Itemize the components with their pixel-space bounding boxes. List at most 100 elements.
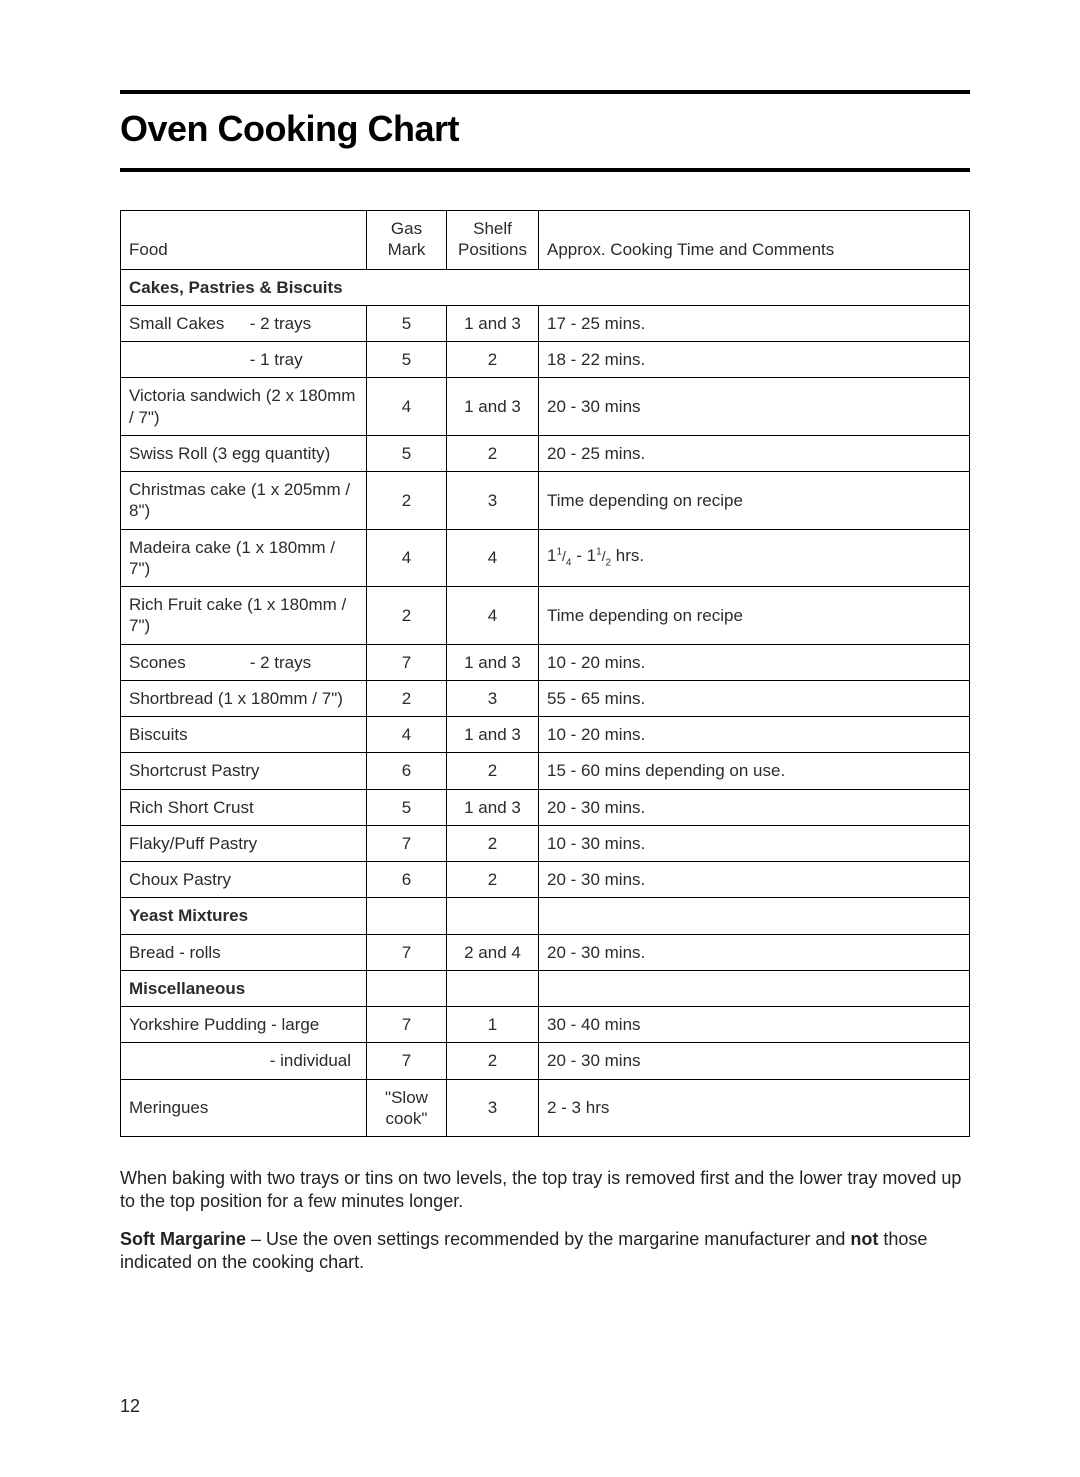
table-row: Christmas cake (1 x 205mm / 8") 2 3 Time… bbox=[121, 472, 970, 530]
shelf-cell: 1 and 3 bbox=[447, 717, 539, 753]
gas-cell: 7 bbox=[367, 1043, 447, 1079]
table-row: Shortcrust Pastry 6 2 15 - 60 mins depen… bbox=[121, 753, 970, 789]
shelf-cell: 2 bbox=[447, 825, 539, 861]
food-cell: Rich Short Crust bbox=[121, 789, 367, 825]
col-shelf-line2: Positions bbox=[458, 240, 527, 259]
title-rule-block: Oven Cooking Chart bbox=[120, 90, 970, 172]
note-soft-margarine: Soft Margarine – Use the oven settings r… bbox=[120, 1228, 970, 1273]
frac-suffix: hrs. bbox=[611, 546, 644, 565]
gas-cell: 7 bbox=[367, 644, 447, 680]
col-gas-line2: Mark bbox=[388, 240, 426, 259]
shelf-cell: 4 bbox=[447, 587, 539, 645]
col-shelf-positions: Shelf Positions bbox=[447, 211, 539, 270]
gas-cell: 6 bbox=[367, 753, 447, 789]
shelf-cell: 4 bbox=[447, 529, 539, 587]
shelf-cell: 1 and 3 bbox=[447, 644, 539, 680]
shelf-cell: 2 and 4 bbox=[447, 934, 539, 970]
food-cell: Swiss Roll (3 egg quantity) bbox=[121, 435, 367, 471]
comments-cell: 11/4 - 11/2 hrs. bbox=[539, 529, 970, 587]
frac-w2: 1 bbox=[587, 546, 596, 565]
gas-cell: 4 bbox=[367, 529, 447, 587]
empty-cell bbox=[539, 898, 970, 934]
page-title: Oven Cooking Chart bbox=[120, 108, 970, 150]
food-cell: - 1 tray bbox=[121, 342, 367, 378]
food-cell: Meringues bbox=[121, 1079, 367, 1137]
food-sub: - 1 tray bbox=[250, 349, 303, 370]
food-sub: - 2 trays bbox=[250, 313, 311, 334]
food-cell: Scones - 2 trays bbox=[121, 644, 367, 680]
gas-cell: "Slow cook" bbox=[367, 1079, 447, 1137]
section-row: Cakes, Pastries & Biscuits bbox=[121, 269, 970, 305]
food-cell: Flaky/Puff Pastry bbox=[121, 825, 367, 861]
table-row: - 1 tray 5 2 18 - 22 mins. bbox=[121, 342, 970, 378]
food-cell: Bread - rolls bbox=[121, 934, 367, 970]
empty-cell bbox=[367, 898, 447, 934]
comments-cell: 20 - 30 mins bbox=[539, 1043, 970, 1079]
shelf-cell: 1 and 3 bbox=[447, 378, 539, 436]
table-row: Rich Short Crust 5 1 and 3 20 - 30 mins. bbox=[121, 789, 970, 825]
food-cell: Yorkshire Pudding - large bbox=[121, 1007, 367, 1043]
shelf-cell: 2 bbox=[447, 753, 539, 789]
table-row: Yorkshire Pudding - large 7 1 30 - 40 mi… bbox=[121, 1007, 970, 1043]
comments-cell: 2 - 3 hrs bbox=[539, 1079, 970, 1137]
comments-cell: 20 - 30 mins bbox=[539, 378, 970, 436]
food-main: Scones bbox=[129, 652, 245, 673]
gas-cell: 6 bbox=[367, 862, 447, 898]
gas-cell: 7 bbox=[367, 934, 447, 970]
shelf-cell: 2 bbox=[447, 862, 539, 898]
note-strong-not: not bbox=[850, 1229, 878, 1249]
note-two-trays: When baking with two trays or tins on tw… bbox=[120, 1167, 970, 1212]
food-cell: Choux Pastry bbox=[121, 862, 367, 898]
frac-sep: - bbox=[571, 546, 586, 565]
shelf-cell: 2 bbox=[447, 435, 539, 471]
shelf-cell: 1 and 3 bbox=[447, 305, 539, 341]
comments-cell: 17 - 25 mins. bbox=[539, 305, 970, 341]
section-misc: Miscellaneous bbox=[121, 970, 367, 1006]
table-header-row: Food Gas Mark Shelf Positions Approx. Co… bbox=[121, 211, 970, 270]
table-row: Flaky/Puff Pastry 7 2 10 - 30 mins. bbox=[121, 825, 970, 861]
table-row: Biscuits 4 1 and 3 10 - 20 mins. bbox=[121, 717, 970, 753]
food-cell: Madeira cake (1 x 180mm / 7") bbox=[121, 529, 367, 587]
food-cell: Biscuits bbox=[121, 717, 367, 753]
section-row: Yeast Mixtures bbox=[121, 898, 970, 934]
section-row: Miscellaneous bbox=[121, 970, 970, 1006]
table-row: Choux Pastry 6 2 20 - 30 mins. bbox=[121, 862, 970, 898]
table-row: Madeira cake (1 x 180mm / 7") 4 4 11/4 -… bbox=[121, 529, 970, 587]
table-row: Rich Fruit cake (1 x 180mm / 7") 2 4 Tim… bbox=[121, 587, 970, 645]
comments-cell: 15 - 60 mins depending on use. bbox=[539, 753, 970, 789]
food-cell: - individual bbox=[121, 1043, 367, 1079]
comments-cell: 10 - 20 mins. bbox=[539, 717, 970, 753]
food-cell: Victoria sandwich (2 x 180mm / 7") bbox=[121, 378, 367, 436]
food-cell: Small Cakes - 2 trays bbox=[121, 305, 367, 341]
shelf-cell: 1 bbox=[447, 1007, 539, 1043]
shelf-cell: 2 bbox=[447, 1043, 539, 1079]
shelf-cell: 3 bbox=[447, 680, 539, 716]
gas-cell: 4 bbox=[367, 378, 447, 436]
note-strong-soft-margarine: Soft Margarine bbox=[120, 1229, 246, 1249]
empty-cell bbox=[367, 970, 447, 1006]
food-cell: Rich Fruit cake (1 x 180mm / 7") bbox=[121, 587, 367, 645]
shelf-cell: 2 bbox=[447, 342, 539, 378]
comments-cell: 20 - 30 mins. bbox=[539, 934, 970, 970]
empty-cell bbox=[539, 970, 970, 1006]
section-cakes: Cakes, Pastries & Biscuits bbox=[121, 269, 970, 305]
empty-cell bbox=[447, 898, 539, 934]
gas-cell: 2 bbox=[367, 472, 447, 530]
shelf-cell: 3 bbox=[447, 1079, 539, 1137]
empty-cell bbox=[447, 970, 539, 1006]
comments-cell: 30 - 40 mins bbox=[539, 1007, 970, 1043]
comments-cell: 20 - 25 mins. bbox=[539, 435, 970, 471]
section-yeast: Yeast Mixtures bbox=[121, 898, 367, 934]
col-shelf-line1: Shelf bbox=[473, 219, 512, 238]
cooking-chart-table: Food Gas Mark Shelf Positions Approx. Co… bbox=[120, 210, 970, 1137]
table-row: - individual 7 2 20 - 30 mins bbox=[121, 1043, 970, 1079]
comments-cell: 10 - 30 mins. bbox=[539, 825, 970, 861]
shelf-cell: 3 bbox=[447, 472, 539, 530]
food-cell: Shortcrust Pastry bbox=[121, 753, 367, 789]
comments-cell: 20 - 30 mins. bbox=[539, 789, 970, 825]
table-row: Swiss Roll (3 egg quantity) 5 2 20 - 25 … bbox=[121, 435, 970, 471]
table-row: Victoria sandwich (2 x 180mm / 7") 4 1 a… bbox=[121, 378, 970, 436]
table-row: Shortbread (1 x 180mm / 7") 2 3 55 - 65 … bbox=[121, 680, 970, 716]
table-row: Bread - rolls 7 2 and 4 20 - 30 mins. bbox=[121, 934, 970, 970]
gas-cell: 5 bbox=[367, 435, 447, 471]
